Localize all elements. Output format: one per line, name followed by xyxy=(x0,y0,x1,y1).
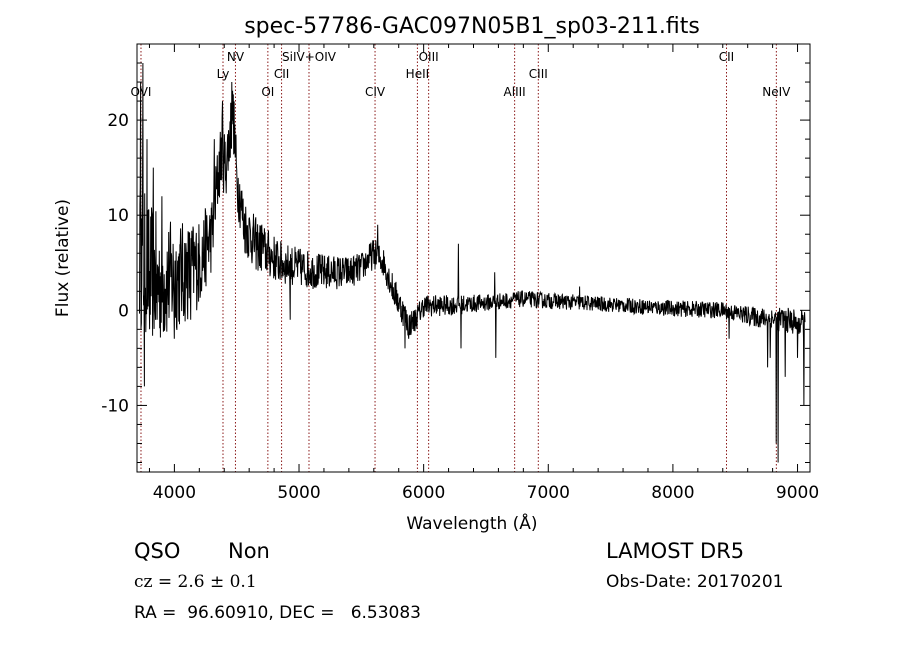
emission-line-label: NeIV xyxy=(762,85,791,99)
emission-line-label: CII xyxy=(274,67,289,81)
emission-line-label: OI xyxy=(261,85,274,99)
object-class: QSO xyxy=(134,539,181,563)
x-tick-label: 4000 xyxy=(153,483,196,503)
emission-line-label: OIII xyxy=(419,50,439,64)
emission-line-label: AlIII xyxy=(504,85,526,99)
y-tick-label: 20 xyxy=(107,111,129,131)
survey-name: LAMOST DR5 xyxy=(606,539,745,563)
emission-line-markers: OVILyNVOICIISiIV+OIVCIVHeIIOIIIAlIIICIII… xyxy=(130,44,791,472)
emission-line-label: NV xyxy=(227,50,245,64)
y-axis-ticks: -10 0 10 20 xyxy=(101,62,810,463)
emission-line-label: HeII xyxy=(406,67,429,81)
coordinates: RA = 96.60910, DEC = 6.53083 xyxy=(134,603,421,623)
x-tick-label: 8000 xyxy=(651,483,694,503)
spectrum-line xyxy=(139,62,806,463)
y-axis-label: Flux (relative) xyxy=(53,199,73,317)
emission-line-label: CIV xyxy=(365,85,386,99)
x-tick-label: 7000 xyxy=(527,483,570,503)
plot-frame xyxy=(136,43,811,473)
emission-line-label: CII xyxy=(719,50,734,64)
x-tick-label: 6000 xyxy=(402,483,445,503)
emission-line-label: CIII xyxy=(529,67,548,81)
x-tick-label: 5000 xyxy=(277,483,320,503)
x-axis-ticks: 4000 5000 6000 7000 8000 9000 xyxy=(148,44,819,503)
chart-title: spec-57786-GAC097N05B1_sp03-211.fits xyxy=(244,14,700,39)
emission-line-label: Ly xyxy=(217,67,230,81)
y-tick-label: 10 xyxy=(107,206,129,226)
y-tick-label: -10 xyxy=(101,396,129,416)
y-tick-label: 0 xyxy=(118,301,129,321)
x-tick-label: 9000 xyxy=(776,483,819,503)
x-axis-label: Wavelength (Å) xyxy=(406,512,537,534)
emission-line-label: SiIV+OIV xyxy=(282,50,337,64)
observation-date: Obs-Date: 20170201 xyxy=(606,572,784,592)
object-subclass: Non xyxy=(228,539,270,563)
redshift-value: cz = 2.6 ± 0.1 xyxy=(134,572,257,592)
